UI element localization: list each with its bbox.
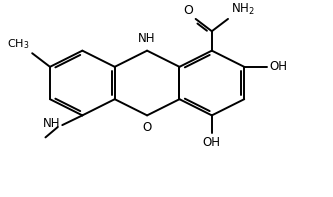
Text: CH$_3$: CH$_3$ (7, 37, 30, 51)
Text: O: O (183, 4, 193, 17)
Text: NH: NH (43, 117, 60, 130)
Text: NH$_2$: NH$_2$ (231, 2, 255, 17)
Text: O: O (143, 121, 152, 134)
Text: OH: OH (269, 60, 287, 73)
Text: NH: NH (138, 32, 156, 45)
Text: OH: OH (203, 137, 221, 149)
